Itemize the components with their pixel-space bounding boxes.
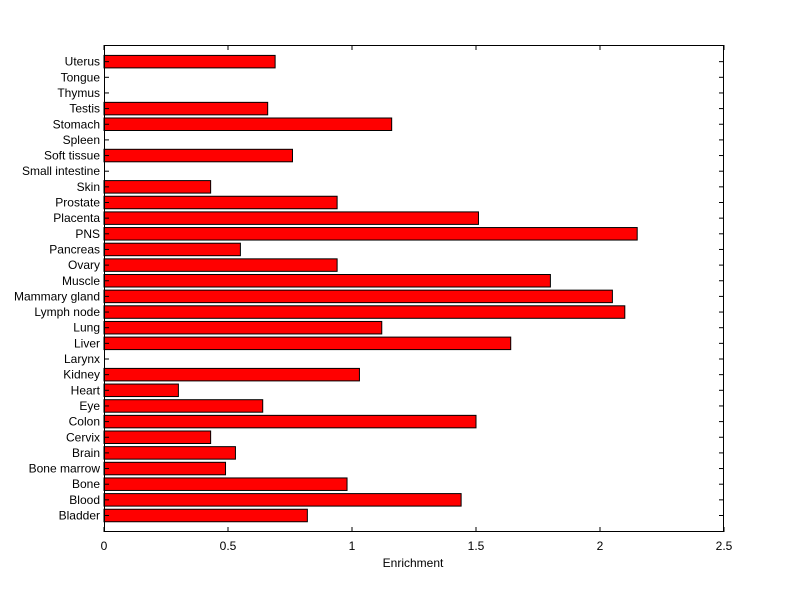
bar-pancreas: [103, 242, 241, 257]
y-tick-label-mammary-gland: Mammary gland: [14, 289, 100, 303]
bar-blood: [103, 493, 462, 507]
y-tick-label-kidney: Kidney: [63, 368, 100, 382]
bar-bone: [103, 477, 348, 491]
bar-kidney: [103, 367, 360, 382]
y-tick-label-larynx: Larynx: [64, 352, 100, 366]
x-tick-label-1: 0.5: [220, 539, 237, 553]
x-tick-label-3: 1.5: [468, 539, 485, 553]
x-axis-title: Enrichment: [383, 556, 444, 570]
x-tick-label-2: 1: [349, 539, 356, 553]
bar-mammary-gland: [103, 289, 613, 304]
y-tick-label-colon: Colon: [69, 415, 100, 429]
y-tick-label-skin: Skin: [77, 180, 100, 194]
bar-eye: [103, 399, 264, 413]
bar-bladder: [103, 508, 308, 523]
y-tick-label-small-intestine: Small intestine: [22, 164, 100, 178]
y-tick-label-uterus: Uterus: [65, 55, 100, 69]
y-tick-label-prostate: Prostate: [55, 196, 100, 210]
y-tick-label-ovary: Ovary: [68, 258, 100, 272]
bar-prostate: [103, 195, 338, 210]
x-tick-label-4: 2: [597, 539, 604, 553]
bar-ovary: [103, 258, 338, 272]
bar-skin: [103, 180, 212, 194]
bar-colon: [103, 414, 477, 429]
y-tick-label-bone: Bone: [72, 477, 100, 491]
y-tick-label-soft-tissue: Soft tissue: [44, 149, 100, 163]
y-tick-label-lung: Lung: [73, 321, 100, 335]
bar-placenta: [103, 211, 479, 225]
y-tick-label-pns: PNS: [75, 227, 100, 241]
bar-liver: [103, 336, 512, 351]
bar-cervix: [103, 430, 212, 444]
y-tick-label-liver: Liver: [74, 336, 100, 350]
y-tick-label-lymph-node: Lymph node: [34, 305, 100, 319]
y-tick-label-testis: Testis: [69, 102, 100, 116]
y-tick-label-eye: Eye: [79, 399, 100, 413]
y-tick-label-blood: Blood: [69, 493, 100, 507]
bar-pns: [103, 227, 638, 241]
plot-frame: [104, 45, 724, 532]
bar-lung: [103, 320, 383, 335]
y-tick-label-heart: Heart: [71, 383, 101, 397]
y-tick-label-bladder: Bladder: [59, 509, 100, 523]
y-tick-label-stomach: Stomach: [53, 117, 100, 131]
bar-soft-tissue: [103, 148, 293, 163]
x-tick-label-5: 2.5: [716, 539, 733, 553]
bar-lymph-node: [103, 305, 626, 319]
y-tick-label-bone-marrow: Bone marrow: [29, 462, 101, 476]
y-tick-label-brain: Brain: [72, 446, 100, 460]
bar-testis: [103, 101, 269, 116]
bar-bone-marrow: [103, 461, 227, 476]
y-tick-label-muscle: Muscle: [62, 274, 100, 288]
bar-stomach: [103, 117, 393, 131]
y-tick-label-spleen: Spleen: [63, 133, 100, 147]
y-tick-label-placenta: Placenta: [53, 211, 100, 225]
bar-muscle: [103, 274, 551, 288]
bar-heart: [103, 383, 179, 398]
bar-uterus: [103, 54, 276, 69]
y-tick-label-tongue: Tongue: [61, 70, 101, 84]
y-tick-label-pancreas: Pancreas: [49, 242, 100, 256]
y-tick-label-cervix: Cervix: [66, 430, 100, 444]
x-tick-label-0: 0: [101, 539, 108, 553]
bar-brain: [103, 446, 236, 460]
y-tick-label-thymus: Thymus: [57, 86, 100, 100]
